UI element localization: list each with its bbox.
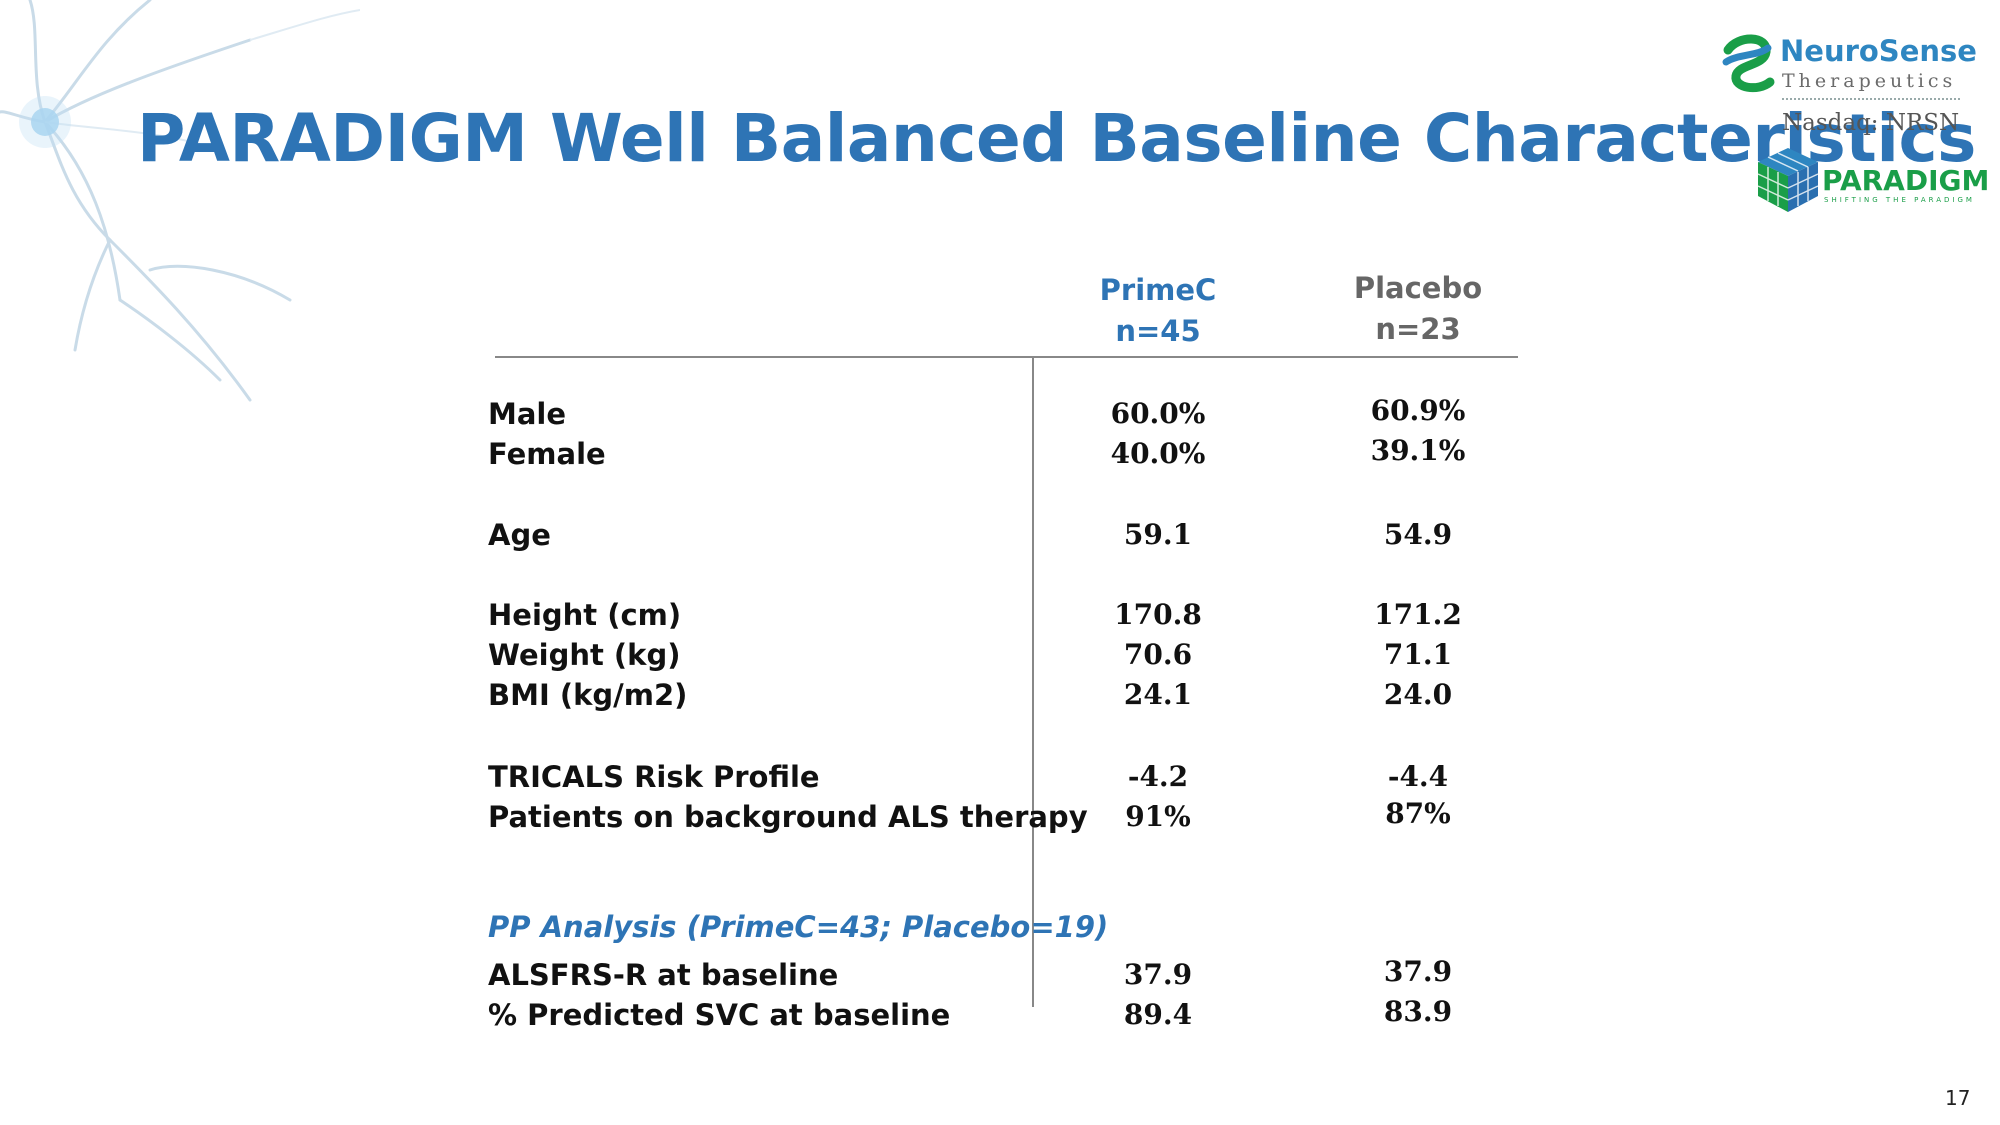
row-label: ALSFRS-R at baseline: [488, 958, 839, 992]
row-label: BMI (kg/m2): [488, 678, 688, 712]
logo-divider: [1782, 98, 1960, 100]
column-n-primec: n=45: [1115, 314, 1201, 348]
table-row: Weight (kg) 70.6 71.1: [0, 638, 2000, 678]
row-label: Patients on background ALS therapy: [488, 800, 1088, 834]
row-label: % Predicted SVC at baseline: [488, 998, 951, 1032]
table-row: Male 60.0% 60.9%: [0, 394, 2000, 437]
neurosense-name: NeuroSense: [1780, 34, 1977, 68]
table-row: % Predicted SVC at baseline 89.4 83.9: [0, 995, 2000, 1038]
column-name-primec: PrimeC: [1099, 273, 1217, 307]
table-row: BMI (kg/m2) 24.1 24.0: [0, 678, 2000, 718]
column-header-placebo: Placebo n=23: [1308, 268, 1528, 350]
neuron-background-image: [0, 0, 360, 402]
primec-value: 91%: [1125, 800, 1191, 833]
placebo-value: 71.1: [1383, 638, 1453, 671]
primec-value: -4.2: [1127, 760, 1189, 793]
paradigm-tagline: SHIFTING THE PARADIGM: [1824, 196, 1975, 204]
row-label: Male: [488, 397, 567, 431]
primec-value: 24.1: [1123, 678, 1193, 711]
table-row: TRICALS Risk Profile -4.2 -4.4: [0, 760, 2000, 800]
slide-title: PARADIGM Well Balanced Baseline Characte…: [137, 100, 1976, 177]
primec-value: 60.0%: [1110, 397, 1206, 430]
column-header-primec: PrimeC n=45: [1048, 270, 1268, 352]
placebo-value: 171.2: [1374, 598, 1462, 631]
table-row: Patients on background ALS therapy 91% 8…: [0, 797, 2000, 840]
table-row: Female 40.0% 39.1%: [0, 434, 2000, 477]
table-header-divider: [495, 356, 1518, 358]
column-name-placebo: Placebo: [1353, 271, 1483, 305]
pp-analysis-heading: PP Analysis (PrimeC=43; Placebo=19): [488, 910, 1109, 944]
row-label: Height (cm): [488, 598, 682, 632]
neurosense-subtitle: Therapeutics: [1782, 70, 1957, 92]
paradigm-cube-icon: [1757, 148, 1819, 212]
paradigm-logo: PARADIGM SHIFTING THE PARADIGM: [1752, 144, 1989, 214]
placebo-value: 87%: [1385, 797, 1451, 830]
placebo-value: 83.9: [1383, 995, 1453, 1028]
primec-value: 59.1: [1123, 518, 1193, 551]
primec-value: 170.8: [1114, 598, 1202, 631]
primec-value: 40.0%: [1110, 437, 1206, 470]
nasdaq-ticker: Nasdaq: NRSN: [1782, 110, 1960, 136]
paradigm-name: PARADIGM: [1822, 164, 1990, 197]
page-number: 17: [1945, 1086, 1971, 1110]
placebo-value: -4.4: [1387, 760, 1449, 793]
primec-value: 37.9: [1123, 958, 1193, 991]
row-label: Age: [488, 518, 551, 552]
neurosense-logo: NeuroSense Therapeutics Nasdaq: NRSN: [1718, 30, 1977, 150]
column-n-placebo: n=23: [1375, 312, 1461, 346]
table-row: ALSFRS-R at baseline 37.9 37.9: [0, 955, 2000, 998]
placebo-value: 24.0: [1383, 678, 1453, 711]
neurosense-swirl-icon: [1722, 34, 1775, 93]
row-label: TRICALS Risk Profile: [488, 760, 820, 794]
row-label: Weight (kg): [488, 638, 681, 672]
table-row: Height (cm) 170.8 171.2: [0, 598, 2000, 638]
placebo-value: 60.9%: [1370, 394, 1466, 427]
placebo-value: 37.9: [1383, 955, 1453, 988]
primec-value: 70.6: [1123, 638, 1193, 671]
table-row: Age 59.1 54.9: [0, 518, 2000, 558]
row-label: Female: [488, 437, 606, 471]
primec-value: 89.4: [1123, 998, 1193, 1031]
placebo-value: 39.1%: [1370, 434, 1466, 467]
table-column-divider: [1032, 357, 1034, 1007]
placebo-value: 54.9: [1383, 518, 1453, 551]
